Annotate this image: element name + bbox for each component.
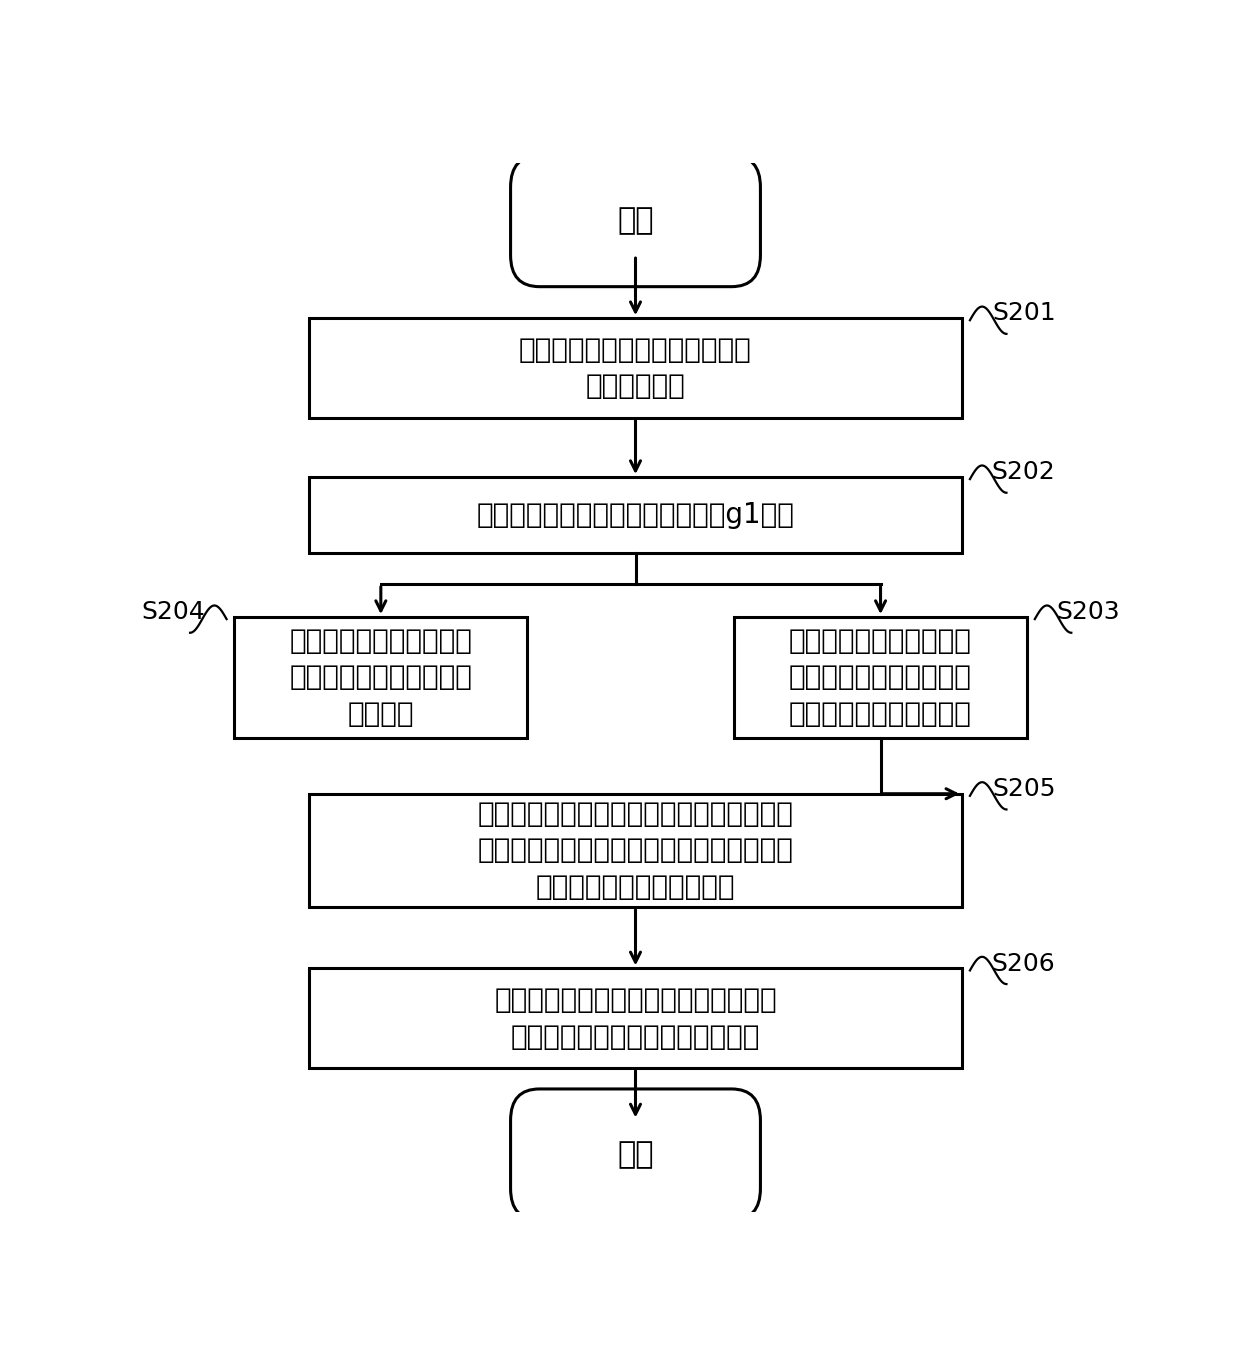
Text: 基于信号星座中的星座点
，得到当前可见光通信系
统的第一非负性约束条件: 基于信号星座中的星座点 ，得到当前可见光通信系 统的第一非负性约束条件: [789, 627, 972, 729]
Text: S201: S201: [992, 301, 1055, 326]
Text: 开始: 开始: [618, 207, 653, 236]
Text: S202: S202: [992, 460, 1055, 485]
Bar: [234, 617, 527, 738]
Text: S203: S203: [1056, 601, 1121, 624]
Text: S204: S204: [141, 601, 205, 624]
FancyBboxPatch shape: [511, 155, 760, 286]
Text: 对待优化欧式距离进行参数转换
，得到星座点: 对待优化欧式距离进行参数转换 ，得到星座点: [520, 335, 751, 400]
Bar: [309, 477, 962, 553]
Text: S205: S205: [992, 776, 1055, 801]
Text: 将所述信号星座中的所有星座点用g1表示: 将所述信号星座中的所有星座点用g1表示: [476, 501, 795, 528]
Bar: [734, 617, 1027, 738]
Text: 结束: 结束: [618, 1140, 653, 1169]
Text: 基于信号星座中的星座点
坐标，得到光发送总功率
约束条件: 基于信号星座中的星座点 坐标，得到光发送总功率 约束条件: [289, 627, 472, 729]
Text: 在第一非负约束条件下，依据所述信号星座
中的所有星座点，获取接收端任意两个星座
点之间的第一优化欧式距离: 在第一非负约束条件下，依据所述信号星座 中的所有星座点，获取接收端任意两个星座 …: [477, 799, 794, 902]
Bar: [309, 794, 962, 907]
Bar: [309, 968, 962, 1068]
FancyBboxPatch shape: [511, 1090, 760, 1220]
Text: 基于第一优化欧式距离，确定当前可见
光通信系统中的信号星座优化分布: 基于第一优化欧式距离，确定当前可见 光通信系统中的信号星座优化分布: [495, 986, 776, 1050]
Text: S206: S206: [992, 952, 1055, 975]
Bar: [309, 319, 962, 418]
